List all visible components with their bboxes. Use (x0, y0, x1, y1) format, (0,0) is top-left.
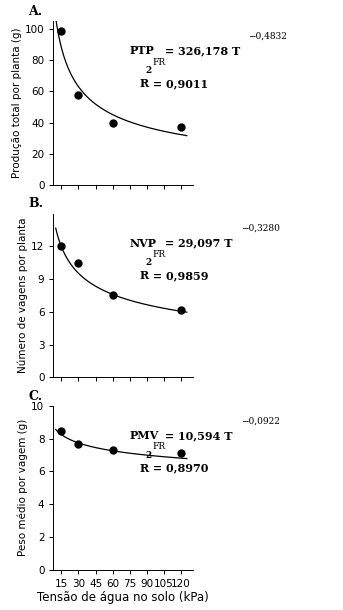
Text: R: R (140, 270, 149, 281)
Text: PTP: PTP (130, 45, 155, 56)
Text: = 29,097 T: = 29,097 T (161, 238, 233, 249)
Y-axis label: Peso médio por vagem (g): Peso médio por vagem (g) (18, 419, 28, 556)
Text: = 0,9011: = 0,9011 (150, 78, 209, 89)
Text: B.: B. (28, 198, 43, 210)
Point (110, 445, 116, 455)
Text: R: R (140, 78, 149, 89)
Point (178, 123, 184, 132)
Point (59, 242, 64, 251)
Text: FR: FR (153, 250, 166, 259)
Y-axis label: Número de vagens por planta: Número de vagens por planta (18, 218, 28, 373)
Text: NVP: NVP (130, 238, 157, 249)
Point (110, 118, 116, 127)
Point (178, 448, 184, 458)
Text: −0,4832: −0,4832 (248, 32, 287, 40)
Text: 2: 2 (146, 451, 152, 459)
Text: = 10,594 T: = 10,594 T (161, 430, 233, 441)
Text: C.: C. (28, 390, 43, 403)
Point (76, 439, 81, 448)
Text: −0,3280: −0,3280 (241, 224, 280, 233)
Text: −0,0922: −0,0922 (241, 416, 280, 425)
Text: 2: 2 (146, 258, 152, 267)
Point (59, 26, 64, 35)
Text: A.: A. (28, 5, 43, 18)
Point (76, 258, 81, 268)
Text: = 0,9859: = 0,9859 (150, 270, 209, 281)
Text: FR: FR (153, 442, 166, 451)
Point (178, 305, 184, 315)
Y-axis label: Produção total por planta (g): Produção total por planta (g) (12, 28, 22, 178)
Text: PMV: PMV (130, 430, 159, 441)
X-axis label: Tensão de água no solo (kPa): Tensão de água no solo (kPa) (37, 592, 209, 605)
Point (110, 290, 116, 300)
Point (59, 426, 64, 436)
Text: 2: 2 (146, 66, 152, 75)
Text: = 326,178 T: = 326,178 T (161, 45, 240, 56)
Text: R: R (140, 463, 149, 474)
Text: = 0,8970: = 0,8970 (150, 463, 209, 474)
Point (76, 90, 81, 99)
Text: FR: FR (153, 58, 166, 66)
